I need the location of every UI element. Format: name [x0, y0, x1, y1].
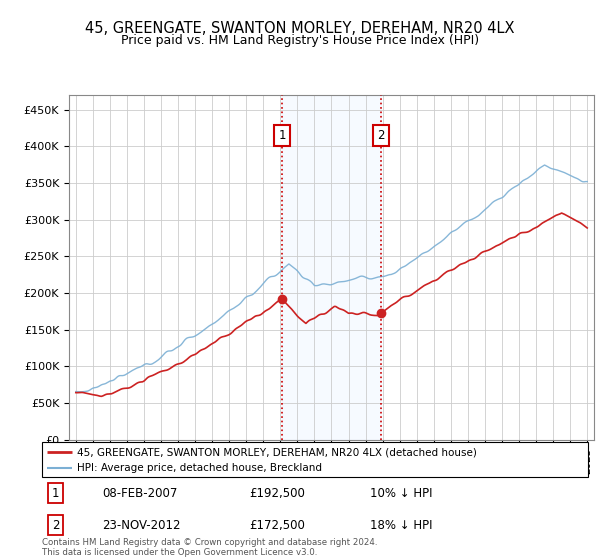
Text: Contains HM Land Registry data © Crown copyright and database right 2024.
This d: Contains HM Land Registry data © Crown c…: [42, 538, 377, 557]
Text: 1: 1: [52, 487, 59, 500]
Text: 2: 2: [52, 519, 59, 532]
Text: 18% ↓ HPI: 18% ↓ HPI: [370, 519, 432, 532]
Text: 10% ↓ HPI: 10% ↓ HPI: [370, 487, 432, 500]
Text: 2: 2: [377, 129, 385, 142]
Text: Price paid vs. HM Land Registry's House Price Index (HPI): Price paid vs. HM Land Registry's House …: [121, 34, 479, 46]
Bar: [282, 95, 381, 440]
Text: 08-FEB-2007: 08-FEB-2007: [102, 487, 178, 500]
Text: 45, GREENGATE, SWANTON MORLEY, DEREHAM, NR20 4LX: 45, GREENGATE, SWANTON MORLEY, DEREHAM, …: [85, 21, 515, 36]
Text: 1: 1: [278, 129, 286, 142]
Text: 23-NOV-2012: 23-NOV-2012: [102, 519, 181, 532]
Text: 45, GREENGATE, SWANTON MORLEY, DEREHAM, NR20 4LX (detached house): 45, GREENGATE, SWANTON MORLEY, DEREHAM, …: [77, 447, 478, 457]
Text: £192,500: £192,500: [250, 487, 305, 500]
Text: £172,500: £172,500: [250, 519, 305, 532]
Text: HPI: Average price, detached house, Breckland: HPI: Average price, detached house, Brec…: [77, 464, 322, 473]
